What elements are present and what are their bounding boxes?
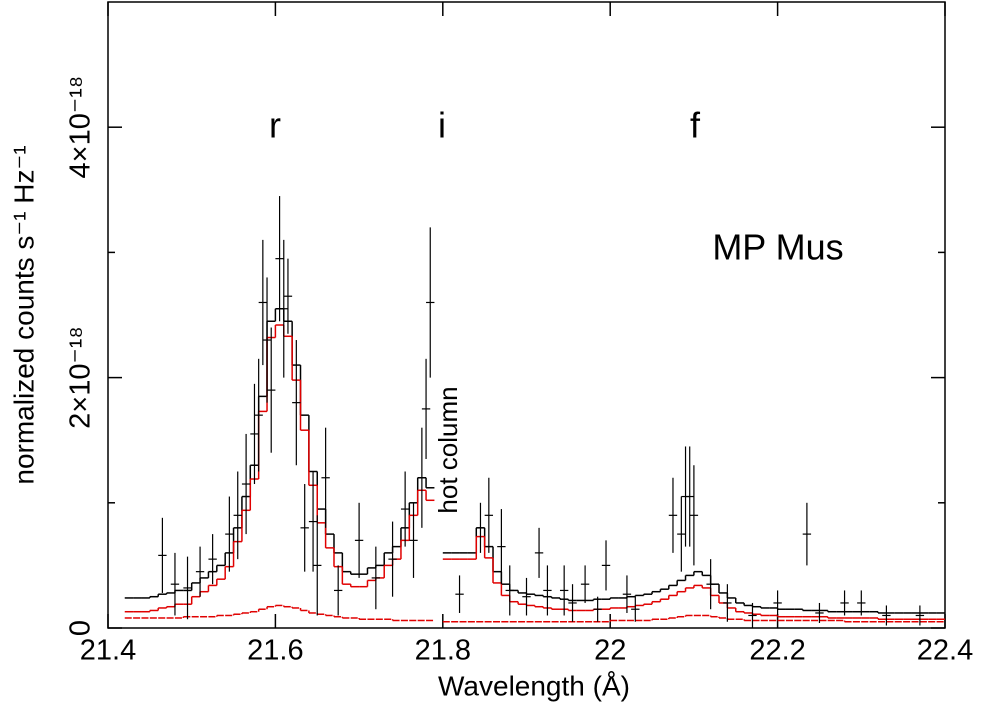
x-tick-label: 21.4 — [80, 635, 136, 667]
y-axis-label: normalized counts s⁻¹ Hz⁻¹ — [8, 145, 39, 484]
x-axis-label: Wavelength (Å) — [438, 670, 630, 701]
x-tick-label: 22.4 — [917, 635, 973, 667]
annotation: i — [438, 105, 446, 146]
y-tick-label: 2×10⁻¹⁸ — [65, 326, 97, 429]
x-tick-label: 21.6 — [247, 635, 303, 667]
plot-frame — [107, 1, 946, 629]
x-tick-label: 22.2 — [749, 635, 805, 667]
annotation: f — [690, 105, 701, 146]
x-tick-label: 22 — [594, 635, 626, 667]
annotation: r — [269, 105, 281, 146]
annotation: hot column — [433, 386, 463, 513]
y-tick-label: 4×10⁻¹⁸ — [65, 76, 97, 179]
annotation: MP Mus — [712, 227, 843, 268]
y-tick-label: 0 — [65, 620, 97, 636]
x-tick-label: 21.8 — [415, 635, 471, 667]
